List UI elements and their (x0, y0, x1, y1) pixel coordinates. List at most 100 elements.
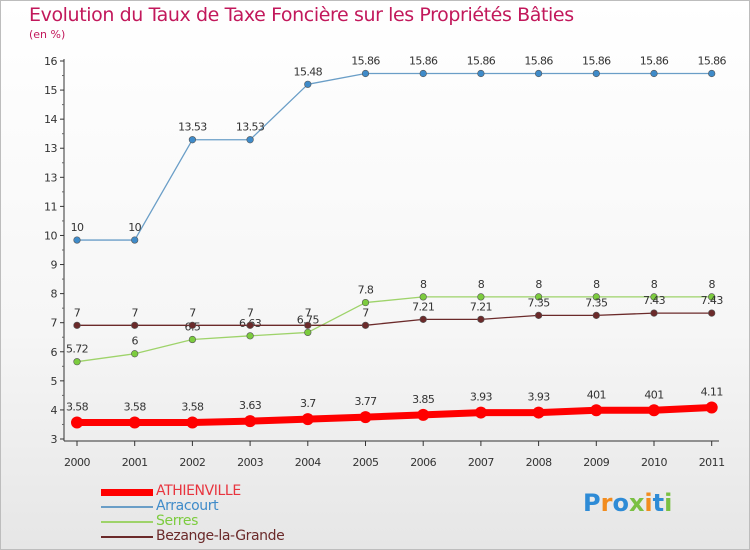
data-point-arracourt (534, 69, 543, 78)
data-point-serres (131, 350, 139, 358)
data-point-bezange-la-grande (73, 321, 81, 329)
legend-swatch (101, 536, 153, 538)
data-label-arracourt: 15.86 (524, 55, 553, 68)
y-tick-label: 15 (44, 84, 57, 97)
y-tick-label: 3 (51, 433, 58, 446)
data-point-serres (708, 293, 716, 301)
data-label-athienville: 3.58 (124, 401, 147, 414)
legend-label: Arracourt (156, 498, 219, 514)
data-point-bezange-la-grande (361, 321, 370, 329)
data-point-athienville (359, 411, 372, 424)
data-label-serres: 8 (420, 278, 427, 291)
y-tick-label: 9 (51, 259, 58, 272)
data-point-athienville (301, 413, 314, 426)
chart-title: Evolution du Taux de Taxe Foncière sur l… (29, 4, 574, 26)
data-label-bezange-la-grande: 7 (131, 306, 138, 319)
proxiti-logo: Proxiti (583, 489, 672, 517)
data-point-arracourt (419, 69, 427, 78)
data-point-serres (419, 293, 427, 301)
data-label-arracourt: 13.53 (236, 121, 265, 134)
y-tick-label: 16 (44, 55, 57, 68)
x-tick-label: 2006 (410, 456, 436, 469)
data-label-arracourt: 15.86 (697, 55, 726, 68)
data-label-serres: 8 (593, 278, 600, 291)
x-tick-label: 2000 (64, 456, 90, 469)
data-point-bezange-la-grande (477, 315, 485, 323)
data-label-bezange-la-grande: 7.43 (701, 294, 724, 307)
x-tick-label: 2010 (641, 456, 667, 469)
series-line-bezange-la-grande (76, 312, 713, 326)
data-label-athienville: 401 (587, 388, 606, 401)
data-point-athienville (186, 416, 199, 429)
data-label-serres: 8 (651, 278, 658, 291)
data-label-arracourt: 10 (128, 221, 141, 234)
data-point-bezange-la-grande (419, 315, 427, 323)
data-label-bezange-la-grande: 7 (74, 306, 81, 319)
x-tick-label: 2008 (526, 456, 552, 469)
data-point-bezange-la-grande (188, 321, 196, 329)
data-label-serres: 5.72 (66, 343, 88, 356)
data-label-serres: 8 (535, 278, 542, 291)
y-tick-label: 13 (44, 142, 57, 155)
data-point-bezange-la-grande (534, 311, 543, 319)
y-tick-label: 4 (51, 404, 58, 417)
data-point-bezange-la-grande (131, 321, 139, 329)
data-label-athienville: 3.93 (528, 391, 551, 404)
logo-letter: t (652, 489, 665, 517)
data-point-arracourt (304, 80, 312, 88)
data-label-serres: 6.75 (297, 313, 320, 326)
logo-letter: i (644, 489, 653, 517)
logo-letter: i (664, 489, 673, 517)
data-label-athienville: 3.7 (300, 397, 316, 410)
x-tick-label: 2003 (237, 456, 263, 469)
data-label-bezange-la-grande: 7 (247, 306, 254, 319)
data-label-bezange-la-grande: 7 (305, 306, 312, 319)
logo-letter: P (583, 489, 601, 517)
data-label-bezange-la-grande: 7 (189, 306, 196, 319)
data-point-serres (361, 298, 370, 307)
data-point-athienville (474, 406, 487, 419)
series-line-arracourt (76, 72, 713, 241)
data-label-arracourt: 13.53 (178, 121, 207, 134)
legend-label: Serres (156, 513, 198, 529)
data-point-arracourt (73, 236, 81, 244)
data-label-arracourt: 15.86 (467, 55, 496, 68)
legend-swatch (101, 506, 153, 508)
data-point-athienville (71, 416, 83, 429)
y-unit-label: (en %) (29, 28, 66, 41)
data-point-serres (188, 335, 196, 344)
data-label-arracourt: 15.86 (640, 55, 669, 68)
data-label-serres: 6 (131, 335, 138, 348)
y-tick-label: 8 (51, 288, 58, 301)
x-tick-label: 2011 (699, 456, 725, 469)
legend: ATHIENVILLE Arracourt Serres Bezange-la-Gra… (101, 483, 361, 545)
data-point-athienville (705, 401, 718, 414)
data-point-bezange-la-grande (650, 309, 658, 317)
data-label-athienville: 3.58 (66, 401, 89, 414)
data-label-athienville: 3.63 (239, 399, 262, 412)
data-label-serres: 8 (708, 278, 715, 291)
data-label-serres: 7.8 (358, 284, 374, 297)
data-label-bezange-la-grande: 7.35 (528, 296, 551, 309)
data-point-serres (73, 358, 81, 366)
data-point-athienville (244, 415, 257, 428)
y-tick-label: 6 (51, 346, 58, 359)
legend-label: ATHIENVILLE (156, 483, 241, 499)
data-label-bezange-la-grande: 7 (362, 306, 369, 319)
legend-item-athienville: ATHIENVILLE (101, 483, 361, 500)
data-label-athienville: 4.11 (701, 385, 723, 398)
legend-label: Bezange-la-Grande (156, 528, 285, 544)
x-tick-label: 2007 (468, 456, 494, 469)
y-tick-label: 11 (44, 200, 57, 213)
data-label-athienville: 401 (644, 388, 663, 401)
data-label-arracourt: 15.86 (582, 55, 611, 68)
data-label-athienville: 3.58 (181, 401, 204, 414)
data-point-arracourt (592, 69, 600, 78)
series-line-serres (76, 296, 713, 363)
data-label-arracourt: 10 (71, 221, 84, 234)
logo-letter: x (628, 489, 645, 517)
data-label-bezange-la-grande: 7.35 (585, 296, 608, 309)
data-point-athienville (648, 404, 660, 417)
data-label-arracourt: 15.86 (409, 55, 438, 68)
